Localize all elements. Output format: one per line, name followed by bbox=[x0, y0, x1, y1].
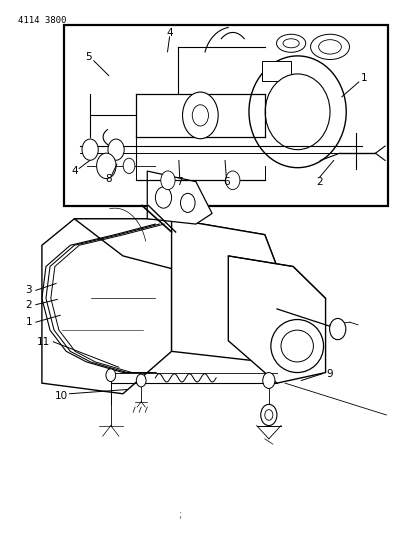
Text: 4114 3800: 4114 3800 bbox=[18, 16, 66, 25]
Circle shape bbox=[330, 318, 346, 340]
Circle shape bbox=[261, 405, 277, 425]
Polygon shape bbox=[147, 171, 212, 224]
Circle shape bbox=[182, 92, 218, 139]
Circle shape bbox=[136, 374, 146, 387]
Circle shape bbox=[108, 139, 124, 160]
Circle shape bbox=[97, 153, 116, 179]
Text: 10: 10 bbox=[55, 391, 68, 401]
Circle shape bbox=[123, 158, 135, 174]
Ellipse shape bbox=[281, 330, 313, 362]
Bar bbox=[64, 25, 388, 206]
Text: 1: 1 bbox=[361, 73, 367, 83]
Ellipse shape bbox=[265, 74, 330, 150]
Circle shape bbox=[161, 171, 175, 190]
Circle shape bbox=[180, 193, 195, 213]
Circle shape bbox=[265, 410, 273, 420]
Text: 2: 2 bbox=[316, 176, 323, 187]
Polygon shape bbox=[228, 256, 326, 383]
Text: 3: 3 bbox=[26, 285, 32, 295]
Circle shape bbox=[226, 171, 240, 190]
Text: 1: 1 bbox=[26, 317, 32, 327]
Ellipse shape bbox=[310, 34, 350, 60]
Ellipse shape bbox=[277, 34, 306, 52]
Text: 4: 4 bbox=[166, 28, 173, 38]
Text: 8: 8 bbox=[105, 174, 112, 184]
Text: ;: ; bbox=[178, 510, 181, 520]
Circle shape bbox=[263, 373, 275, 389]
Ellipse shape bbox=[319, 39, 341, 54]
Circle shape bbox=[192, 105, 208, 126]
Text: 6: 6 bbox=[223, 176, 230, 187]
Text: 5: 5 bbox=[85, 52, 92, 62]
Polygon shape bbox=[42, 219, 172, 394]
Text: 11: 11 bbox=[37, 337, 51, 347]
Ellipse shape bbox=[271, 319, 324, 373]
Circle shape bbox=[106, 369, 115, 382]
Polygon shape bbox=[172, 219, 277, 362]
Ellipse shape bbox=[249, 56, 346, 168]
Polygon shape bbox=[74, 219, 277, 282]
Bar bbox=[262, 61, 291, 81]
Circle shape bbox=[155, 187, 172, 208]
Text: 7: 7 bbox=[176, 176, 183, 187]
Text: 2: 2 bbox=[26, 300, 32, 310]
Text: 4: 4 bbox=[71, 166, 78, 176]
Text: 9: 9 bbox=[326, 369, 333, 378]
Circle shape bbox=[82, 139, 98, 160]
Ellipse shape bbox=[283, 39, 299, 48]
